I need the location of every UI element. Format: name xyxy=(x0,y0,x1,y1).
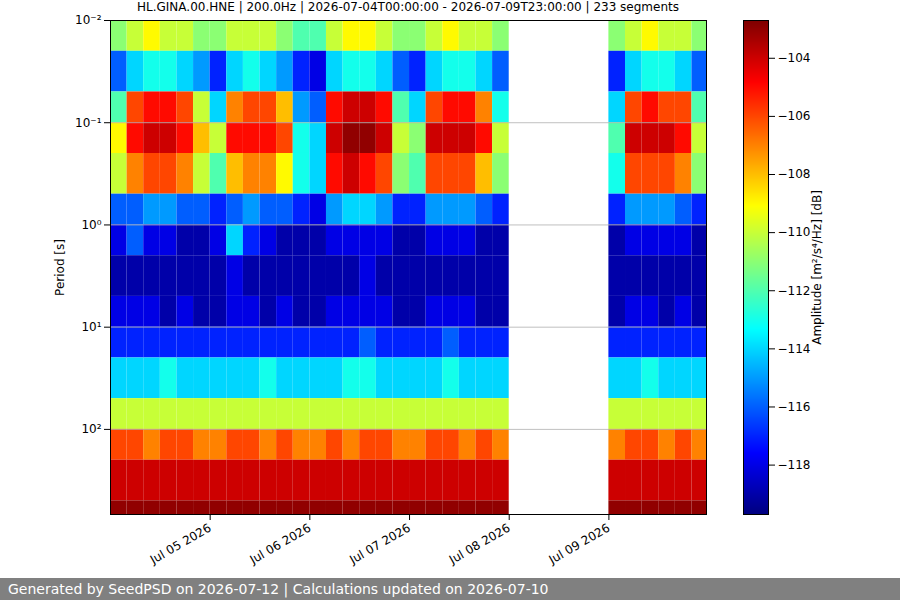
html-text:HL.GINA.00.HNE | 200.0Hz | 202: HL.GINA.00.HNE | 200.0Hz | 2026-07-04T00… xyxy=(137,0,679,14)
svg-text:10²: 10² xyxy=(81,422,101,436)
svg-text:10⁻²: 10⁻² xyxy=(75,13,102,27)
svg-text:Amplitude [m²/s⁴/Hz] [dB]: Amplitude [m²/s⁴/Hz] [dB] xyxy=(810,190,824,345)
svg-text:Jul 06 2026: Jul 06 2026 xyxy=(247,521,314,568)
svg-text:−110: −110 xyxy=(778,225,811,239)
svg-text:Jul 07 2026: Jul 07 2026 xyxy=(346,521,413,568)
svg-text:−114: −114 xyxy=(778,342,811,356)
svg-text:10⁰: 10⁰ xyxy=(81,218,101,232)
svg-text:10⁻¹: 10⁻¹ xyxy=(75,116,102,130)
svg-text:−108: −108 xyxy=(778,167,811,181)
svg-text:−106: −106 xyxy=(778,109,811,123)
svg-text:Jul 09 2026: Jul 09 2026 xyxy=(546,521,613,568)
svg-text:−104: −104 xyxy=(778,51,811,65)
svg-text:Period [s]: Period [s] xyxy=(53,239,67,296)
svg-text:Jul 05 2026: Jul 05 2026 xyxy=(147,521,214,568)
svg-text:10¹: 10¹ xyxy=(81,320,101,334)
svg-text:−112: −112 xyxy=(778,284,811,298)
svg-text:−116: −116 xyxy=(778,400,811,414)
html-text:Generated by SeedPSD on 2026-0: Generated by SeedPSD on 2026-07-12 | Cal… xyxy=(8,581,549,597)
svg-text:−118: −118 xyxy=(778,458,811,472)
svg-text:Jul 08 2026: Jul 08 2026 xyxy=(446,521,513,568)
